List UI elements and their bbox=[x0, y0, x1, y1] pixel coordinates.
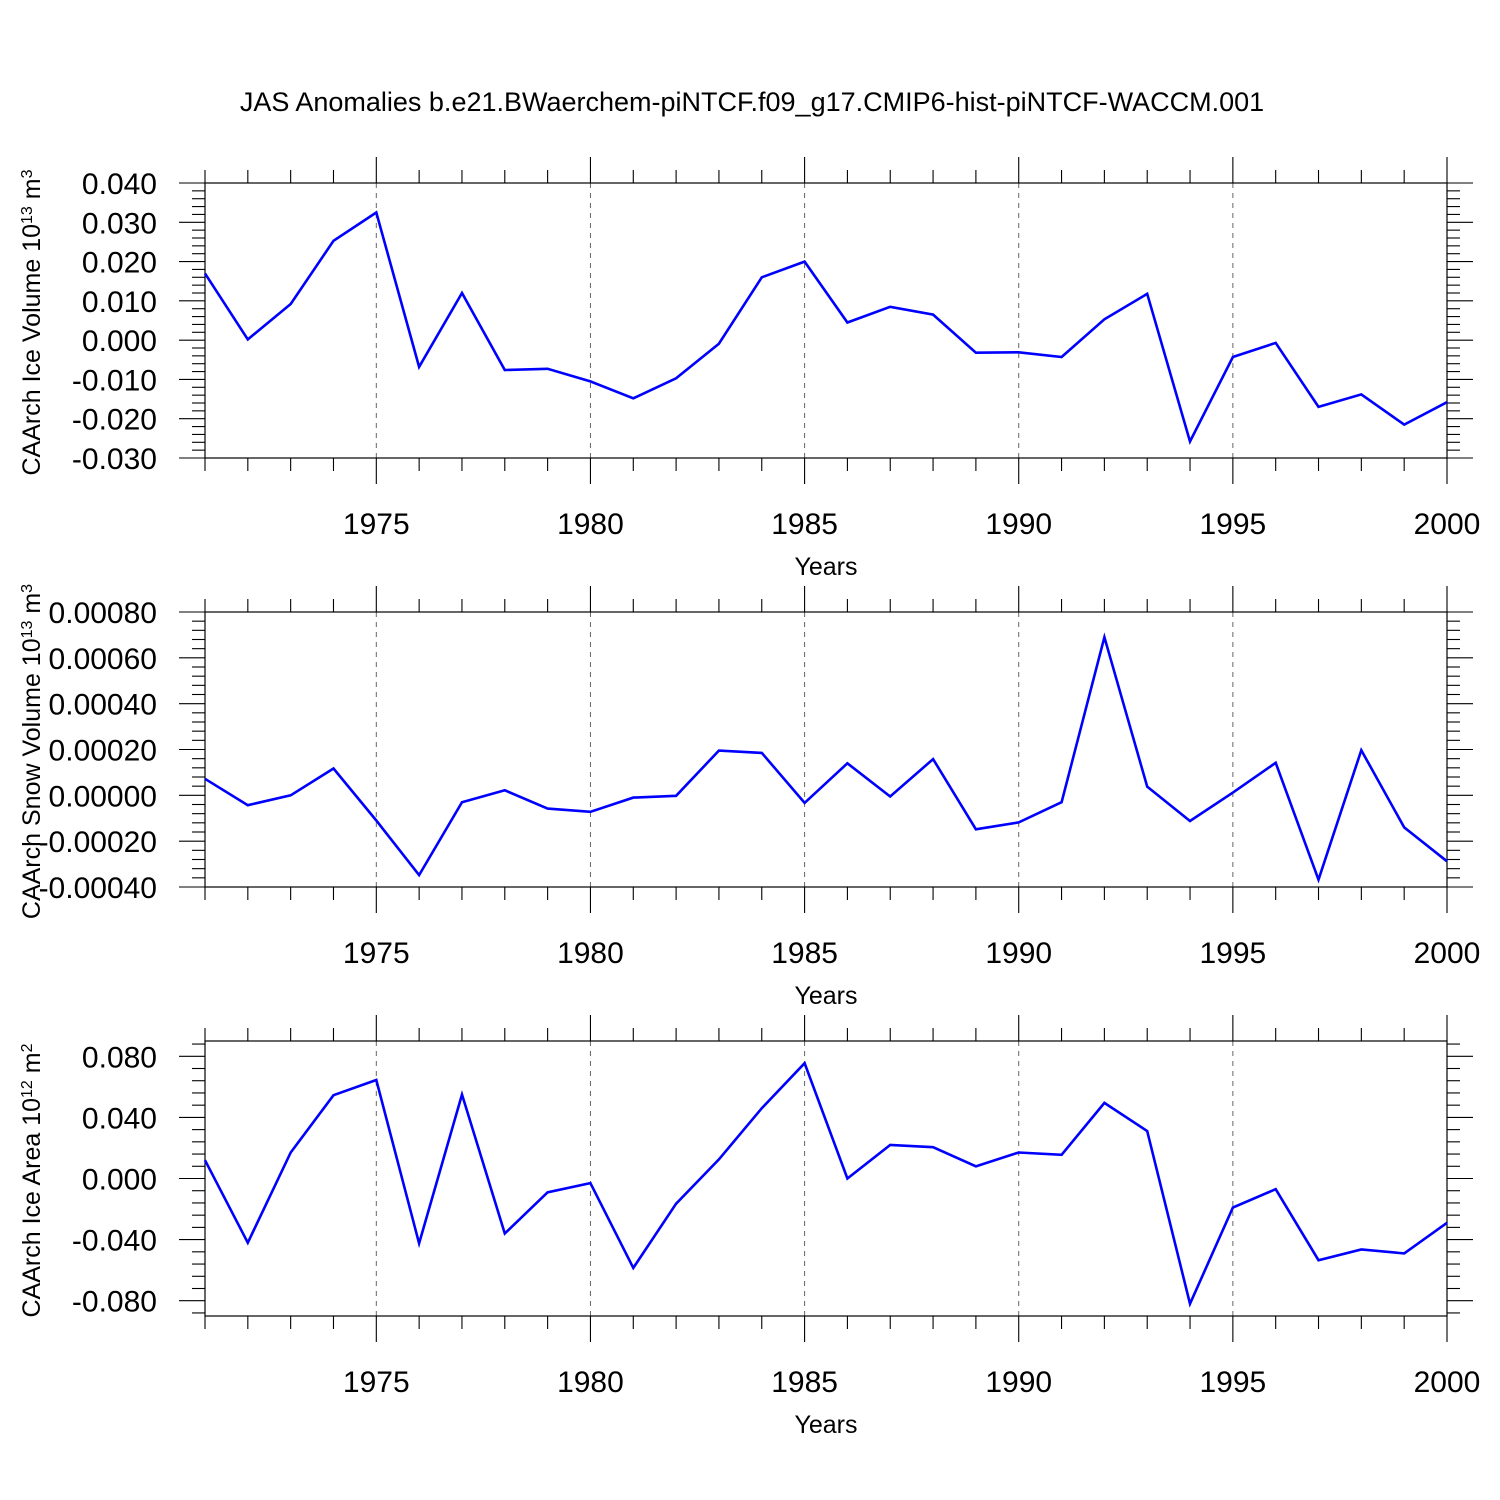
y-tick-label: -0.030 bbox=[72, 443, 157, 476]
y-tick-label: 0.030 bbox=[82, 207, 157, 240]
y-axis-label: CAArch Ice Volume 1013 m3 bbox=[18, 169, 46, 475]
y-tick-label: 0.040 bbox=[82, 168, 157, 201]
y-tick-label: 0.00040 bbox=[49, 689, 157, 722]
x-axis-label: Years bbox=[794, 982, 857, 1010]
series-line-ice-volume bbox=[203, 210, 1448, 446]
y-tick-label: 0.040 bbox=[82, 1102, 157, 1135]
x-axis-label: Years bbox=[794, 1411, 857, 1439]
panel-ice-volume: -0.030 -0.020 -0.010 0.000 0.010 0.020 0.030 0.… bbox=[18, 157, 1480, 581]
y-tick-label: 0.000 bbox=[82, 325, 157, 358]
x-tick-label: 1995 bbox=[1199, 937, 1266, 970]
plot-frame bbox=[204, 182, 1448, 459]
y-tick-label: 0.000 bbox=[82, 1164, 157, 1197]
x-tick-label: 1995 bbox=[1199, 1366, 1266, 1399]
y-tick-label: 0.00000 bbox=[49, 780, 157, 813]
series-line-ice-area bbox=[203, 1060, 1448, 1308]
y-tick-label: -0.040 bbox=[72, 1225, 157, 1258]
y-tick-label: 0.080 bbox=[82, 1041, 157, 1074]
y-tick-label: 0.00080 bbox=[49, 597, 157, 630]
x-tick-label: 1990 bbox=[985, 508, 1052, 541]
x-tick-label: 1975 bbox=[343, 937, 410, 970]
x-tick-label: 1980 bbox=[557, 1366, 624, 1399]
x-tick-label: 1980 bbox=[557, 937, 624, 970]
x-tick-label: 1985 bbox=[771, 508, 838, 541]
x-tick-label: 1980 bbox=[557, 508, 624, 541]
y-tick-label: -0.010 bbox=[72, 364, 157, 397]
plot-frame bbox=[204, 1040, 1448, 1317]
x-tick-label: 1990 bbox=[985, 1366, 1052, 1399]
y-tick-label: -0.020 bbox=[72, 404, 157, 437]
y-axis-label: CAArch Snow Volume 1013 m3 bbox=[18, 584, 46, 919]
x-tick-label: 1975 bbox=[343, 1366, 410, 1399]
figure-title: JAS Anomalies b.e21.BWaerchem-piNTCF.f09… bbox=[240, 87, 1264, 117]
x-tick-label: 1975 bbox=[343, 508, 410, 541]
x-tick-label: 1990 bbox=[985, 937, 1052, 970]
panel-snow-volume: -0.00040 -0.00020 0.00000 0.00020 0.00040 0.0… bbox=[18, 584, 1480, 1010]
y-tick-label: 0.00060 bbox=[49, 643, 157, 676]
panel-ice-area: -0.080 -0.040 0.000 0.040 0.080 1975 1980 1985 1… bbox=[18, 1015, 1480, 1439]
x-tick-label: 1985 bbox=[771, 937, 838, 970]
y-tick-label: 0.010 bbox=[82, 286, 157, 319]
y-axis-label: CAArch Ice Area 1012 m2 bbox=[18, 1043, 46, 1317]
x-tick-label: 2000 bbox=[1414, 1366, 1481, 1399]
x-tick-label: 2000 bbox=[1414, 508, 1481, 541]
x-tick-label: 1995 bbox=[1199, 508, 1266, 541]
y-tick-label: -0.080 bbox=[72, 1286, 157, 1319]
y-tick-label: -0.00020 bbox=[39, 826, 157, 859]
series-line-snow-volume bbox=[204, 632, 1448, 884]
x-tick-label: 2000 bbox=[1414, 937, 1481, 970]
x-tick-label: 1985 bbox=[771, 1366, 838, 1399]
y-tick-label: 0.00020 bbox=[49, 735, 157, 768]
y-tick-label: -0.00040 bbox=[39, 872, 157, 905]
plot-frame bbox=[204, 611, 1448, 888]
x-axis-label: Years bbox=[794, 553, 857, 581]
y-tick-label: 0.020 bbox=[82, 247, 157, 280]
